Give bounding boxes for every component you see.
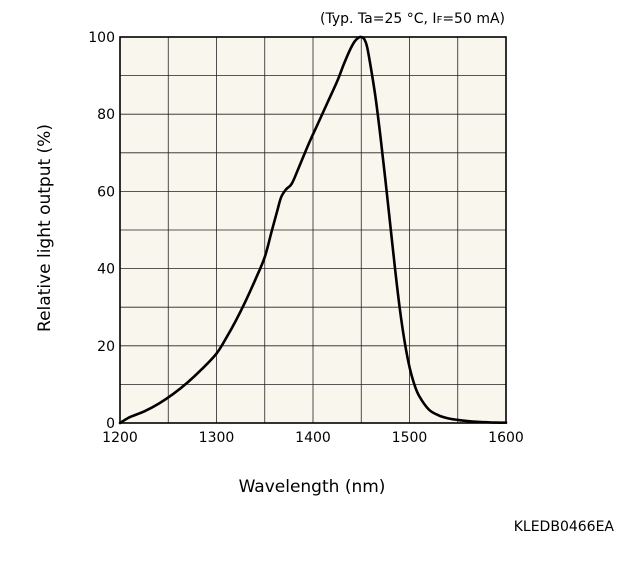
y-tick-label: 80 xyxy=(97,107,115,123)
x-tick-label: 1400 xyxy=(295,430,331,446)
x-tick-label: 1500 xyxy=(392,430,428,446)
x-axis-title: Wavelength (nm) xyxy=(239,477,386,497)
spectrum-curve xyxy=(118,35,508,425)
y-axis-title: Relative light output (%) xyxy=(35,124,55,332)
plot-frame xyxy=(119,36,507,424)
figure-code: KLEDB0466EA xyxy=(514,519,615,535)
x-axis-ticks: 1200 1300 1400 1500 1600 xyxy=(102,430,524,446)
y-tick-label: 20 xyxy=(97,339,115,355)
y-tick-label: 60 xyxy=(97,184,115,200)
y-axis-ticks: 0 20 40 60 80 100 xyxy=(88,30,115,432)
conditions-note: (Typ. Ta=25 °C, IF=50 mA) xyxy=(320,11,505,27)
y-tick-label: 0 xyxy=(106,416,115,432)
x-tick-label: 1200 xyxy=(102,430,138,446)
x-tick-label: 1300 xyxy=(199,430,235,446)
x-tick-label: 1600 xyxy=(488,430,524,446)
y-tick-label: 100 xyxy=(88,30,115,46)
y-tick-label: 40 xyxy=(97,262,115,278)
